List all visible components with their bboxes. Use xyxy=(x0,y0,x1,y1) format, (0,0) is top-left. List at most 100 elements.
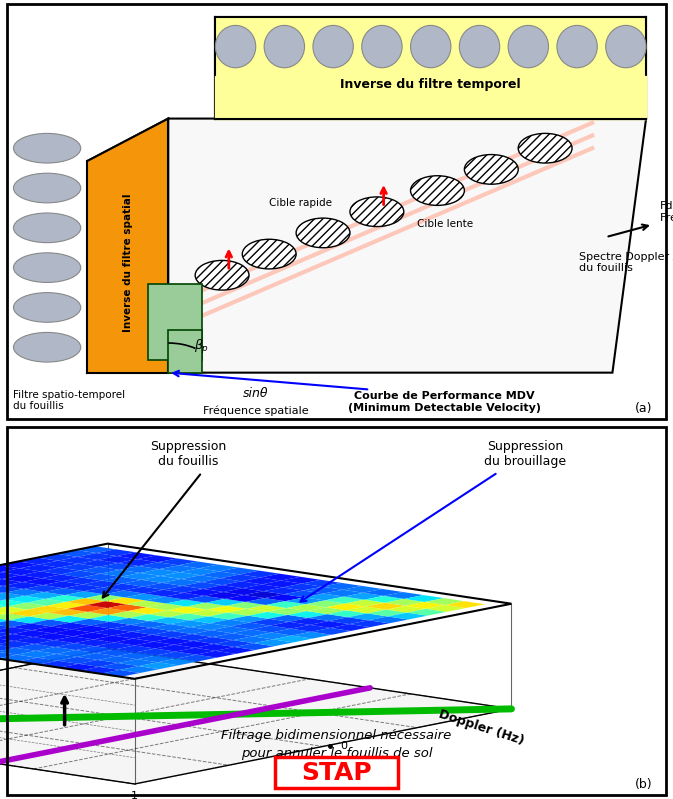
Polygon shape xyxy=(91,622,131,629)
Text: Filtre spatio-temporel
du fouillis: Filtre spatio-temporel du fouillis xyxy=(13,390,126,411)
Polygon shape xyxy=(232,630,271,636)
Bar xyxy=(148,284,202,360)
Polygon shape xyxy=(87,118,168,372)
Polygon shape xyxy=(38,554,77,561)
Polygon shape xyxy=(158,658,198,666)
Text: (b): (b) xyxy=(635,778,653,792)
Polygon shape xyxy=(215,76,646,118)
Polygon shape xyxy=(99,663,139,670)
Polygon shape xyxy=(98,556,137,563)
Polygon shape xyxy=(269,615,308,622)
Polygon shape xyxy=(157,652,197,658)
Polygon shape xyxy=(426,605,466,612)
Polygon shape xyxy=(44,588,84,595)
Polygon shape xyxy=(96,549,136,556)
Polygon shape xyxy=(267,608,307,615)
Text: Courbe de Performance MDV
(Minimum Detectable Velocity): Courbe de Performance MDV (Minimum Detec… xyxy=(348,392,540,413)
Polygon shape xyxy=(7,602,47,610)
Polygon shape xyxy=(103,583,143,590)
Polygon shape xyxy=(284,590,324,598)
Polygon shape xyxy=(165,593,205,600)
Polygon shape xyxy=(303,586,343,594)
Polygon shape xyxy=(221,574,260,582)
Polygon shape xyxy=(283,583,322,590)
Text: Suppression
du fouillis: Suppression du fouillis xyxy=(150,439,227,467)
Text: Suppression
du brouillage: Suppression du brouillage xyxy=(484,439,566,467)
Polygon shape xyxy=(71,626,111,633)
Polygon shape xyxy=(308,614,348,621)
Polygon shape xyxy=(42,574,81,582)
Polygon shape xyxy=(0,641,35,648)
Polygon shape xyxy=(349,620,389,627)
Polygon shape xyxy=(88,608,128,615)
Ellipse shape xyxy=(518,133,572,163)
Polygon shape xyxy=(52,630,92,636)
Polygon shape xyxy=(133,634,173,642)
Polygon shape xyxy=(287,604,326,611)
Polygon shape xyxy=(281,577,321,583)
Polygon shape xyxy=(0,579,22,586)
Polygon shape xyxy=(446,601,485,608)
Polygon shape xyxy=(66,598,106,605)
Text: Inverse du filtre spatial: Inverse du filtre spatial xyxy=(123,193,133,332)
Polygon shape xyxy=(0,572,21,579)
Polygon shape xyxy=(107,604,147,611)
Polygon shape xyxy=(170,620,210,627)
Polygon shape xyxy=(95,642,135,650)
Polygon shape xyxy=(120,566,160,573)
Polygon shape xyxy=(100,670,140,677)
Polygon shape xyxy=(87,601,127,608)
Polygon shape xyxy=(193,637,233,644)
Polygon shape xyxy=(117,652,157,659)
Polygon shape xyxy=(324,590,363,597)
Polygon shape xyxy=(99,563,139,570)
Text: Inverse du filtre temporel: Inverse du filtre temporel xyxy=(341,78,521,91)
Polygon shape xyxy=(77,653,117,660)
Polygon shape xyxy=(61,570,100,578)
Polygon shape xyxy=(366,602,406,610)
Polygon shape xyxy=(186,602,226,610)
Polygon shape xyxy=(128,607,168,614)
Polygon shape xyxy=(135,642,174,649)
Polygon shape xyxy=(273,635,312,642)
Polygon shape xyxy=(141,576,181,582)
Polygon shape xyxy=(48,609,88,616)
Polygon shape xyxy=(194,644,234,651)
Polygon shape xyxy=(137,555,177,562)
Polygon shape xyxy=(151,624,190,631)
Polygon shape xyxy=(129,614,169,621)
Polygon shape xyxy=(136,649,176,655)
Polygon shape xyxy=(35,640,75,647)
Polygon shape xyxy=(311,628,351,634)
Polygon shape xyxy=(65,591,104,598)
Polygon shape xyxy=(233,636,273,643)
Polygon shape xyxy=(292,632,332,638)
Polygon shape xyxy=(343,586,382,593)
Polygon shape xyxy=(348,614,388,620)
Polygon shape xyxy=(192,630,232,637)
Text: Spectre Doppler Azimut
du fouillis: Spectre Doppler Azimut du fouillis xyxy=(579,252,673,273)
Text: Cible rapide: Cible rapide xyxy=(269,198,332,209)
Polygon shape xyxy=(262,581,302,587)
Polygon shape xyxy=(164,586,203,593)
Polygon shape xyxy=(137,655,177,662)
Text: $\beta_p$: $\beta_p$ xyxy=(194,338,209,356)
Polygon shape xyxy=(79,560,118,566)
Polygon shape xyxy=(87,118,168,372)
Polygon shape xyxy=(140,569,180,576)
Ellipse shape xyxy=(557,26,598,68)
Ellipse shape xyxy=(350,197,404,227)
Polygon shape xyxy=(80,667,120,674)
Polygon shape xyxy=(0,638,14,645)
Polygon shape xyxy=(50,616,90,622)
Polygon shape xyxy=(11,623,51,630)
Polygon shape xyxy=(110,618,149,625)
Polygon shape xyxy=(139,562,178,569)
Polygon shape xyxy=(102,577,141,583)
Polygon shape xyxy=(21,571,61,578)
Polygon shape xyxy=(162,579,202,586)
Polygon shape xyxy=(251,626,291,633)
Polygon shape xyxy=(215,647,255,654)
Polygon shape xyxy=(43,582,83,588)
Polygon shape xyxy=(161,572,201,579)
